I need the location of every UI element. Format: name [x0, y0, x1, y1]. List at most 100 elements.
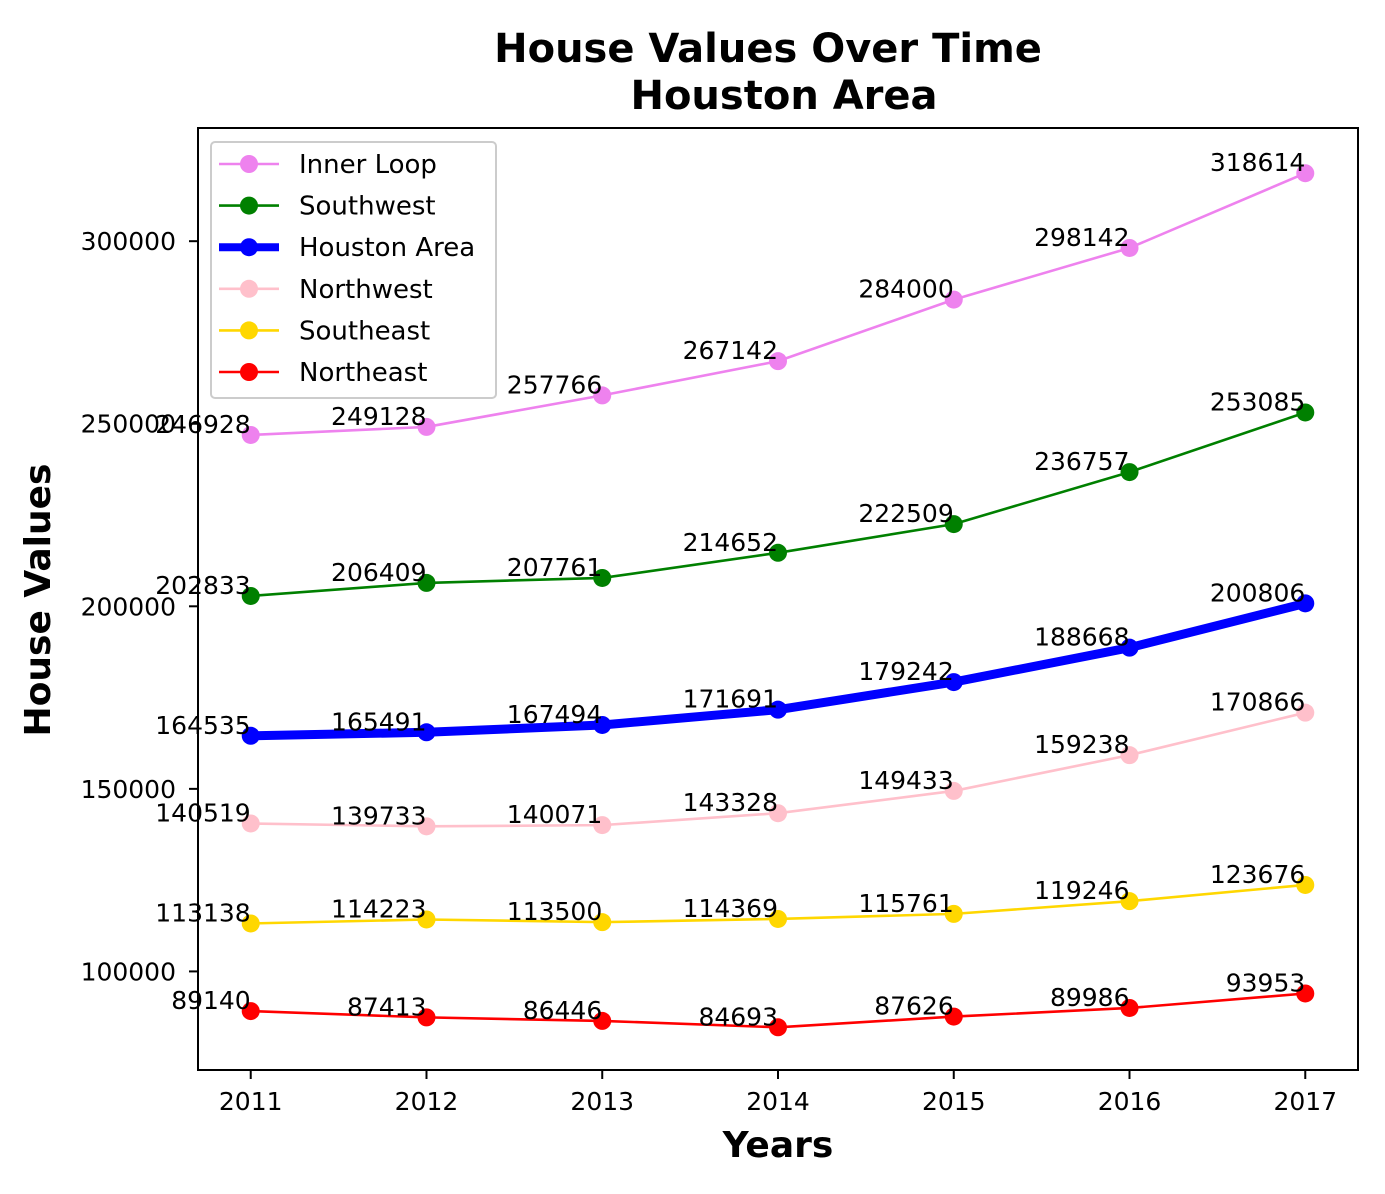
point-inner-loop-2013: [593, 386, 612, 405]
legend-item-southeast: Southeast: [219, 316, 430, 346]
y-axis-label: House Values: [18, 464, 59, 737]
data-label-houston-area-2012: 165491: [331, 707, 426, 736]
point-houston-area-2013: [593, 715, 612, 734]
legend-label-houston-area: Houston Area: [299, 233, 475, 263]
point-houston-area-2015: [944, 673, 963, 692]
point-southeast-2011: [241, 914, 260, 933]
legend-marker-inner-loop: [240, 155, 258, 173]
legend-item-northeast: Northeast: [219, 358, 427, 388]
legend-marker-northwest: [240, 279, 258, 298]
point-inner-loop-2014: [769, 352, 787, 371]
data-label-inner-loop-2011: 246928: [155, 410, 250, 439]
data-label-northwest-2017: 170866: [1210, 688, 1305, 717]
legend: Inner Loop Southwest Houston Area Northwest…: [210, 141, 497, 399]
series-northeast: [241, 984, 1315, 1037]
point-inner-loop-2015: [944, 290, 963, 309]
legend-label-southeast: Southeast: [299, 316, 430, 346]
data-label-northeast-2015: 87626: [874, 992, 954, 1021]
x-axis-label: Years: [722, 1125, 834, 1166]
data-label-southeast-2011: 113138: [155, 898, 250, 927]
series-southeast: [241, 875, 1315, 933]
data-label-inner-loop-2013: 257766: [507, 370, 602, 399]
data-label-southwest-2012: 206409: [331, 558, 426, 587]
chart-title: House Values Over Time: [494, 26, 1042, 72]
data-label-southwest-2014: 214652: [683, 528, 778, 557]
point-northwest-2011: [241, 814, 260, 833]
chart-subtitle: Houston Area: [630, 73, 937, 119]
y-tick-label-200000: 200000: [81, 592, 176, 621]
point-houston-area-2017: [1296, 594, 1315, 613]
point-northeast-2012: [417, 1008, 436, 1027]
x-tick-label-2015: 2015: [922, 1087, 986, 1116]
data-label-southeast-2017: 123676: [1210, 860, 1305, 889]
data-label-southwest-2015: 222509: [858, 499, 953, 528]
point-southeast-2014: [769, 909, 787, 928]
point-southeast-2015: [944, 904, 963, 923]
data-label-southwest-2013: 207761: [507, 553, 602, 582]
point-southwest-2013: [593, 568, 612, 587]
y-tick-label-250000: 250000: [81, 410, 176, 439]
point-houston-area-2014: [769, 700, 787, 719]
data-label-northwest-2014: 143328: [683, 788, 778, 817]
data-label-southeast-2012: 114223: [331, 894, 426, 923]
point-southeast-2012: [417, 910, 436, 929]
point-inner-loop-2011: [241, 425, 260, 444]
data-label-houston-area-2013: 167494: [507, 700, 602, 729]
data-label-inner-loop-2014: 267142: [683, 336, 778, 365]
series-southwest: [241, 403, 1315, 605]
point-southeast-2016: [1120, 892, 1139, 911]
point-southwest-2015: [944, 515, 963, 534]
data-label-southwest-2016: 236757: [1034, 447, 1129, 476]
data-label-northeast-2011: 89140: [171, 986, 251, 1015]
point-northeast-2014: [769, 1018, 787, 1037]
point-inner-loop-2012: [417, 417, 436, 436]
data-label-houston-area-2017: 200806: [1210, 578, 1305, 607]
point-houston-area-2011: [241, 726, 260, 745]
point-houston-area-2012: [417, 723, 436, 742]
x-tick-label-2012: 2012: [395, 1087, 459, 1116]
x-tick-label-2013: 2013: [570, 1087, 634, 1116]
x-axis: 2011 2012 2013 2014 2015 2016 2017: [219, 1070, 1337, 1116]
y-tick-label-300000: 300000: [81, 227, 176, 256]
y-tick-label-100000: 100000: [81, 957, 176, 986]
legend-item-southwest: Southwest: [219, 192, 436, 222]
data-label-northwest-2016: 159238: [1034, 730, 1129, 759]
data-label-northwest-2011: 140519: [155, 798, 250, 827]
data-label-northeast-2017: 93953: [1226, 968, 1306, 997]
legend-marker-northeast: [240, 363, 258, 381]
legend-item-houston-area: Houston Area: [219, 233, 475, 263]
legend-box: [210, 141, 497, 399]
point-northeast-2013: [593, 1011, 612, 1030]
legend-label-southwest: Southwest: [299, 192, 436, 222]
data-label-inner-loop-2016: 298142: [1034, 223, 1129, 252]
x-tick-label-2016: 2016: [1098, 1087, 1162, 1116]
point-northwest-2012: [417, 817, 436, 836]
point-southwest-2017: [1296, 403, 1315, 422]
data-label-northwest-2015: 149433: [858, 766, 953, 795]
point-northwest-2014: [769, 804, 787, 823]
point-southeast-2013: [593, 913, 612, 932]
data-label-southeast-2014: 114369: [683, 894, 778, 923]
data-label-southwest-2011: 202833: [155, 571, 250, 600]
data-label-southeast-2016: 119246: [1034, 876, 1129, 905]
series-houston-area: [241, 594, 1315, 745]
legend-item-northwest: Northwest: [219, 275, 433, 305]
point-houston-area-2016: [1120, 638, 1139, 657]
data-label-southeast-2013: 113500: [507, 897, 602, 926]
data-label-southwest-2017: 253085: [1210, 387, 1305, 416]
data-label-inner-loop-2017: 318614: [1210, 148, 1305, 177]
data-label-houston-area-2011: 164535: [155, 711, 250, 740]
point-northeast-2011: [241, 1002, 260, 1021]
legend-marker-southeast: [240, 321, 258, 340]
point-inner-loop-2017: [1296, 164, 1315, 183]
legend-label-northwest: Northwest: [299, 275, 433, 305]
legend-marker-southwest: [240, 196, 258, 215]
point-northwest-2017: [1296, 703, 1315, 722]
data-label-northwest-2012: 139733: [331, 801, 426, 830]
x-tick-label-2017: 2017: [1273, 1087, 1337, 1116]
legend-label-inner-loop: Inner Loop: [299, 150, 437, 180]
point-southwest-2011: [241, 586, 260, 605]
data-label-houston-area-2014: 171691: [683, 685, 778, 714]
x-tick-label-2011: 2011: [219, 1087, 283, 1116]
